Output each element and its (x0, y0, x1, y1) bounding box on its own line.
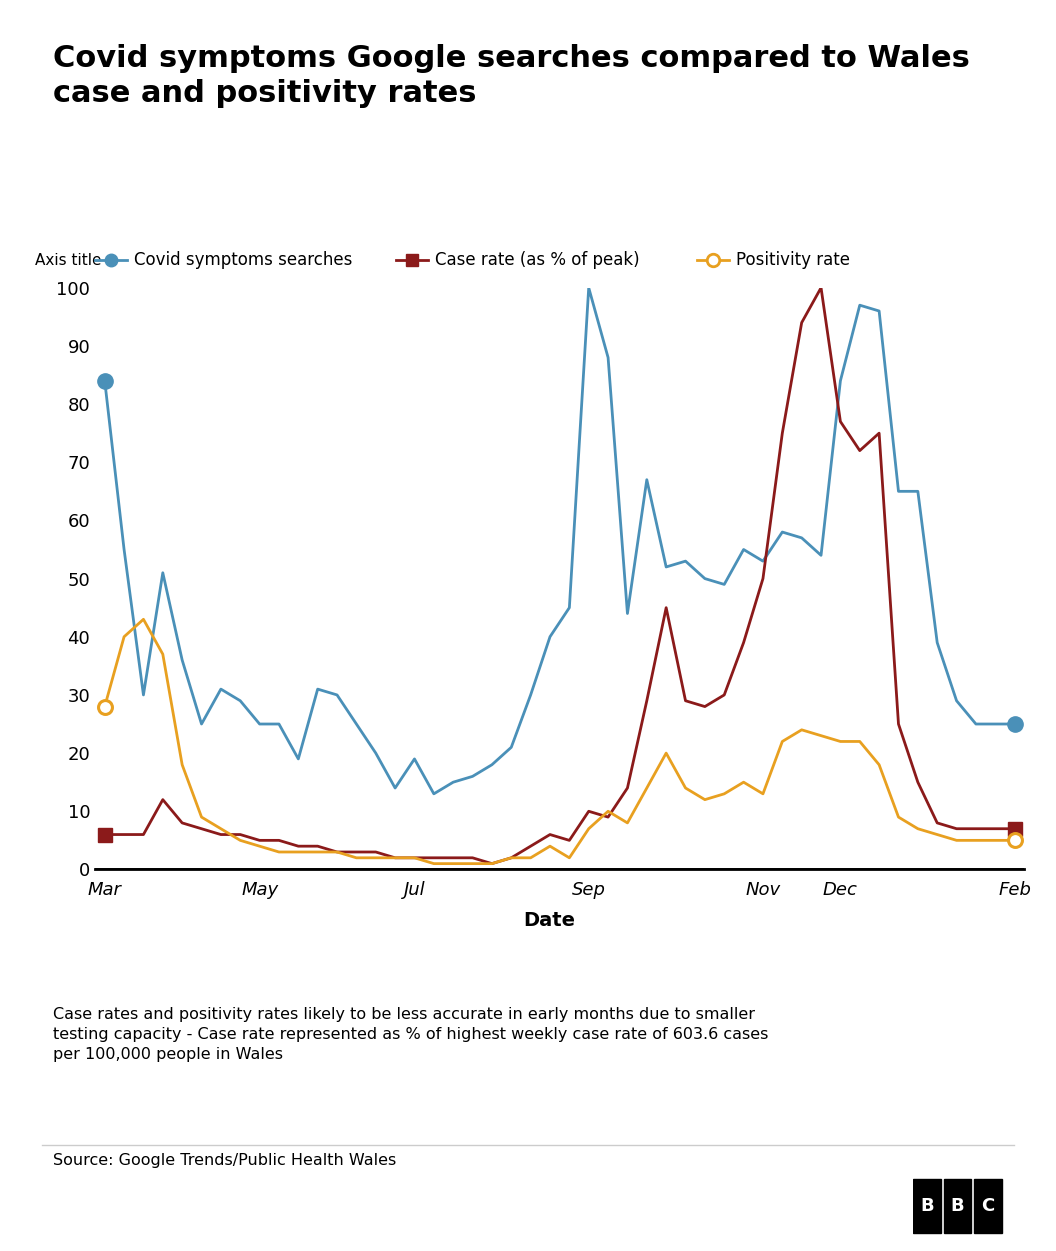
Bar (913, 1178, 941, 1233)
Bar (975, 1178, 1002, 1233)
Text: Source: Google Trends/Public Health Wales: Source: Google Trends/Public Health Wale… (53, 1153, 396, 1168)
Text: Case rate (as % of peak): Case rate (as % of peak) (435, 251, 640, 269)
Bar (944, 1178, 972, 1233)
Text: B: B (921, 1197, 934, 1215)
Text: Date: Date (523, 911, 576, 929)
Text: B: B (950, 1197, 964, 1215)
Text: C: C (981, 1197, 995, 1215)
Text: Covid symptoms Google searches compared to Wales
case and positivity rates: Covid symptoms Google searches compared … (53, 44, 969, 108)
Text: Case rates and positivity rates likely to be less accurate in early months due t: Case rates and positivity rates likely t… (53, 1007, 768, 1062)
Text: Covid symptoms searches: Covid symptoms searches (134, 251, 353, 269)
Text: Positivity rate: Positivity rate (736, 251, 850, 269)
Text: Axis title: Axis title (35, 253, 101, 268)
